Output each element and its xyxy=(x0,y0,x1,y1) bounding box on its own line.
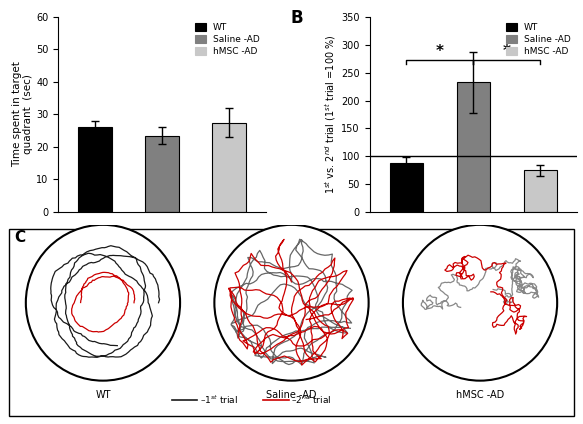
Text: hMSC -AD: hMSC -AD xyxy=(456,391,504,400)
Text: –1$^{st}$ trial: –1$^{st}$ trial xyxy=(200,394,238,407)
Text: C: C xyxy=(15,230,26,245)
Text: Saline -AD: Saline -AD xyxy=(266,391,317,400)
Text: WT: WT xyxy=(95,391,111,400)
Bar xyxy=(456,82,490,212)
Ellipse shape xyxy=(26,225,180,381)
Text: B: B xyxy=(291,9,303,27)
Text: –2$^{nd}$ trial: –2$^{nd}$ trial xyxy=(292,394,332,407)
Bar xyxy=(389,163,423,212)
Bar xyxy=(212,123,246,212)
Bar xyxy=(145,136,179,212)
Bar xyxy=(78,128,112,212)
Text: *: * xyxy=(436,45,444,59)
Bar xyxy=(524,170,557,212)
Ellipse shape xyxy=(215,225,368,381)
Y-axis label: Time spent in target
quadrant  (sec): Time spent in target quadrant (sec) xyxy=(12,61,33,167)
Ellipse shape xyxy=(403,225,557,381)
Text: *: * xyxy=(503,45,511,59)
Legend: WT, Saline -AD, hMSC -AD: WT, Saline -AD, hMSC -AD xyxy=(193,22,261,58)
Legend: WT, Saline -AD, hMSC -AD: WT, Saline -AD, hMSC -AD xyxy=(504,22,573,58)
FancyBboxPatch shape xyxy=(9,229,574,416)
Y-axis label: 1$^{st}$ vs. 2$^{nd}$ trial (1$^{st}$ trial =100 %): 1$^{st}$ vs. 2$^{nd}$ trial (1$^{st}$ tr… xyxy=(324,35,339,194)
